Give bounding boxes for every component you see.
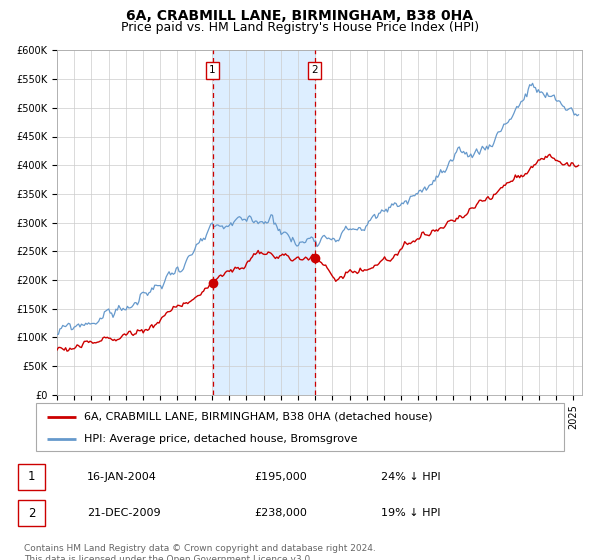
Text: Contains HM Land Registry data © Crown copyright and database right 2024.
This d: Contains HM Land Registry data © Crown c… [24,544,376,560]
Text: 2: 2 [311,66,318,76]
Text: HPI: Average price, detached house, Bromsgrove: HPI: Average price, detached house, Brom… [83,434,357,444]
Text: Price paid vs. HM Land Registry's House Price Index (HPI): Price paid vs. HM Land Registry's House … [121,21,479,34]
Text: 1: 1 [209,66,216,76]
Text: 19% ↓ HPI: 19% ↓ HPI [380,508,440,518]
Text: 6A, CRABMILL LANE, BIRMINGHAM, B38 0HA (detached house): 6A, CRABMILL LANE, BIRMINGHAM, B38 0HA (… [83,412,432,422]
Text: 24% ↓ HPI: 24% ↓ HPI [380,472,440,482]
Text: 1: 1 [28,470,35,483]
Text: £238,000: £238,000 [254,508,307,518]
FancyBboxPatch shape [18,500,46,526]
Text: 21-DEC-2009: 21-DEC-2009 [87,508,161,518]
Text: 16-JAN-2004: 16-JAN-2004 [87,472,157,482]
Text: £195,000: £195,000 [254,472,307,482]
Text: 2: 2 [28,507,35,520]
Bar [212,50,314,395]
FancyBboxPatch shape [36,403,564,451]
Text: 6A, CRABMILL LANE, BIRMINGHAM, B38 0HA: 6A, CRABMILL LANE, BIRMINGHAM, B38 0HA [127,9,473,23]
FancyBboxPatch shape [18,464,46,489]
